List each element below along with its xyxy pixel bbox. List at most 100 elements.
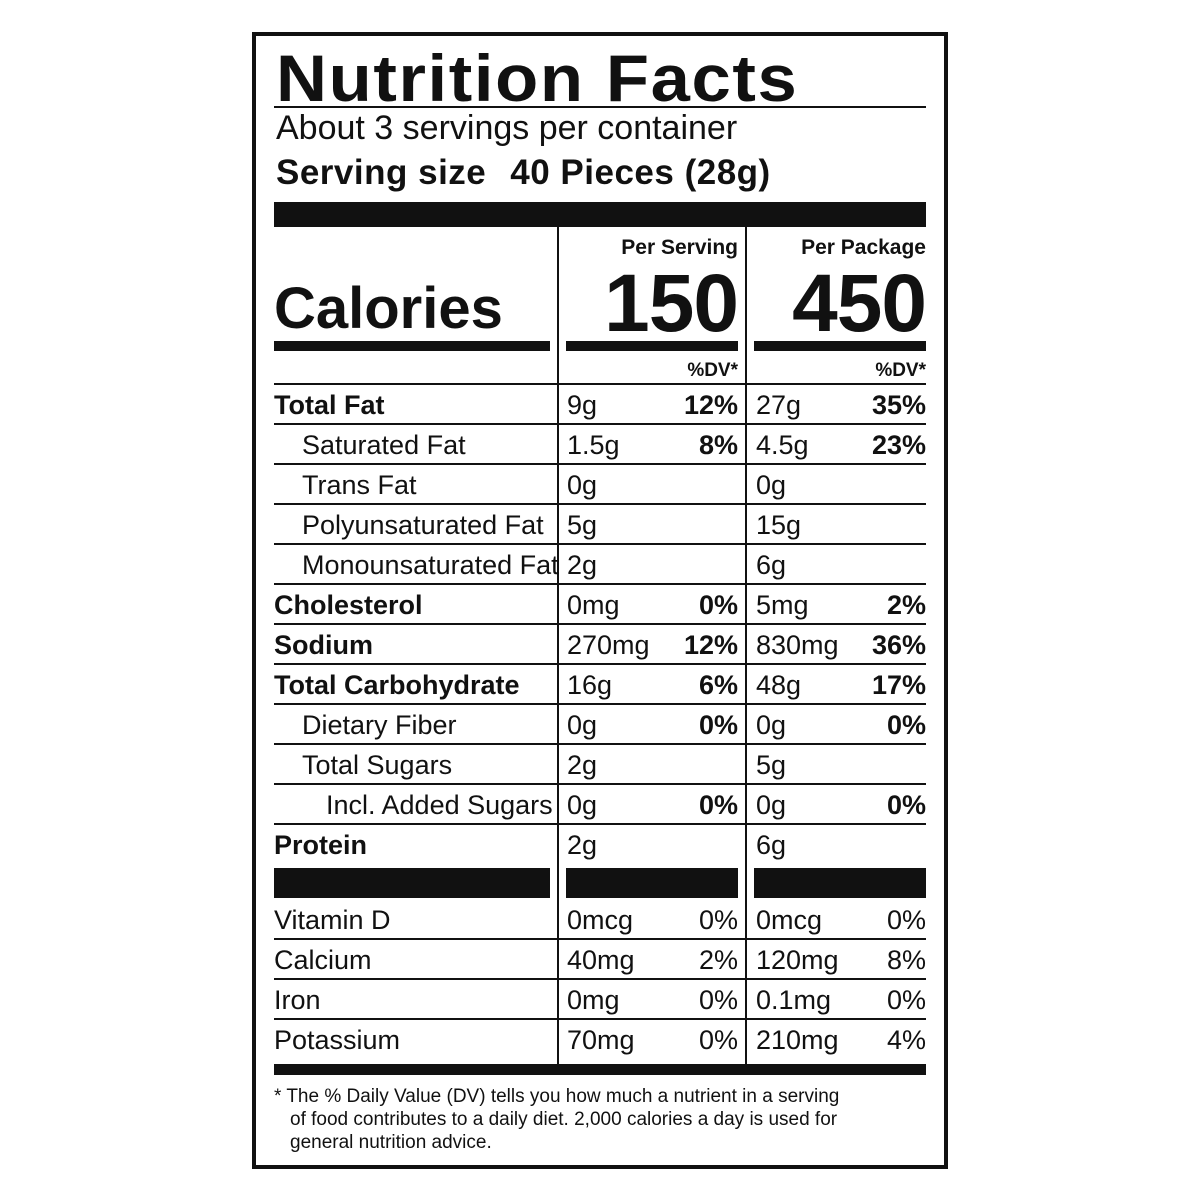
- package-amount: 120mg: [756, 945, 839, 975]
- package-amount: 15g: [756, 510, 802, 540]
- row-divider: [274, 503, 926, 505]
- vitamin-row-potassium: Potassium 70mg 0% 210mg 4%: [256, 1020, 944, 1060]
- package-amount: 0g: [756, 710, 787, 740]
- nutrition-facts-label: Nutrition Facts About 3 servings per con…: [252, 32, 948, 1169]
- package-dv: 0%: [886, 790, 926, 820]
- daily-value-footnote: * The % Daily Value (DV) tells you how m…: [274, 1085, 934, 1154]
- vitamins-bar-name: [274, 868, 550, 898]
- package-dv: [826, 505, 926, 545]
- serving-dv: 0%: [698, 710, 738, 740]
- row-divider: [274, 423, 926, 425]
- row-divider: [274, 783, 926, 785]
- package-dv: [826, 825, 926, 865]
- serving-amount: 2g: [567, 830, 598, 860]
- calories-bar-name: [274, 341, 550, 351]
- serving-amount: 16g: [567, 670, 613, 700]
- vitamin-name: Calcium: [274, 945, 372, 975]
- calories-label: Calories: [274, 276, 503, 341]
- nutrient-row-sodium: Sodium 270mg 12% 830mg 36%: [256, 625, 944, 665]
- nutrient-name: Cholesterol: [274, 590, 423, 620]
- row-divider: [274, 583, 926, 585]
- serving-dv: 0%: [698, 985, 738, 1015]
- package-amount: 4.5g: [756, 430, 809, 460]
- serving-dv: 2%: [698, 945, 738, 975]
- package-amount: 210mg: [756, 1025, 839, 1055]
- serving-amount: 2g: [567, 550, 598, 580]
- nutrient-row-polyunsaturated-fat: Polyunsaturated Fat 5g 15g: [256, 505, 944, 545]
- package-amount: 830mg: [756, 630, 839, 660]
- package-amount: 0mcg: [756, 905, 823, 935]
- row-divider: [274, 938, 926, 940]
- footnote-thick-bar: [274, 1064, 926, 1075]
- serving-size-thick-bar: [274, 202, 926, 227]
- package-amount: 5g: [756, 750, 787, 780]
- serving-dv: [636, 825, 738, 865]
- package-dv: [826, 745, 926, 785]
- row-divider: [274, 543, 926, 545]
- package-dv: 0%: [886, 985, 926, 1015]
- nutrient-row-cholesterol: Cholesterol 0mg 0% 5mg 2%: [256, 585, 944, 625]
- calories-bar-package: [754, 341, 926, 351]
- package-dv: 0%: [886, 710, 926, 740]
- calories-per-serving: 150: [604, 258, 739, 349]
- row-divider: [274, 623, 926, 625]
- serving-amount: 1.5g: [567, 430, 620, 460]
- serving-dv: 6%: [698, 670, 738, 700]
- serving-dv: [636, 545, 738, 585]
- package-amount: 27g: [756, 390, 802, 420]
- serving-amount: 0mg: [567, 985, 620, 1015]
- serving-amount: 270mg: [567, 630, 650, 660]
- dv-header-package: %DV*: [875, 360, 926, 381]
- serving-dv: 12%: [683, 630, 738, 660]
- row-divider: [274, 663, 926, 665]
- nutrient-name: Total Sugars: [302, 750, 453, 780]
- package-amount: 0g: [756, 470, 787, 500]
- package-dv: 23%: [871, 430, 926, 460]
- row-divider: [274, 703, 926, 705]
- nutrient-name: Saturated Fat: [302, 430, 466, 460]
- vitamins-bar-serving: [566, 868, 738, 898]
- servings-per-container: About 3 servings per container: [276, 109, 738, 147]
- package-dv: [826, 545, 926, 585]
- title-divider: [274, 106, 926, 108]
- serving-dv: 0%: [698, 1025, 738, 1055]
- footnote-line-3: general nutrition advice.: [290, 1132, 492, 1153]
- vitamin-row-calcium: Calcium 40mg 2% 120mg 8%: [256, 940, 944, 980]
- serving-amount: 2g: [567, 750, 598, 780]
- nutrient-name: Trans Fat: [302, 470, 417, 500]
- dv-header-serving: %DV*: [687, 360, 738, 381]
- row-divider: [274, 823, 926, 825]
- per-package-header: Per Package: [801, 236, 926, 259]
- nutrient-name: Monounsaturated Fat: [302, 550, 559, 580]
- nutrient-row-trans-fat: Trans Fat 0g 0g: [256, 465, 944, 505]
- package-amount: 0.1mg: [756, 985, 832, 1015]
- nutrient-row-total-fat: Total Fat 9g 12% 27g 35%: [256, 385, 944, 425]
- vitamin-row-iron: Iron 0mg 0% 0.1mg 0%: [256, 980, 944, 1020]
- package-dv: 0%: [886, 905, 926, 935]
- serving-amount: 70mg: [567, 1025, 635, 1055]
- package-amount: 0g: [756, 790, 787, 820]
- vitamin-name: Iron: [274, 985, 321, 1015]
- dv-header-divider: [274, 383, 926, 385]
- row-divider: [274, 978, 926, 980]
- package-dv: [826, 465, 926, 505]
- package-dv: 8%: [886, 945, 926, 975]
- serving-amount: 0g: [567, 710, 598, 740]
- nutrient-row-total-carbohydrate: Total Carbohydrate 16g 6% 48g 17%: [256, 665, 944, 705]
- row-divider: [274, 463, 926, 465]
- calories-bar-serving: [566, 341, 738, 351]
- package-dv: 35%: [871, 390, 926, 420]
- serving-size: Serving size 40 Pieces (28g): [276, 153, 771, 193]
- package-amount: 48g: [756, 670, 802, 700]
- nutrient-name: Total Fat: [274, 390, 385, 420]
- vitamin-name: Potassium: [274, 1025, 401, 1055]
- nutrient-row-monounsaturated-fat: Monounsaturated Fat 2g 6g: [256, 545, 944, 585]
- nutrient-row-saturated-fat: Saturated Fat 1.5g 8% 4.5g 23%: [256, 425, 944, 465]
- serving-dv: [636, 745, 738, 785]
- vitamin-name: Vitamin D: [274, 905, 391, 935]
- package-dv: 36%: [871, 630, 926, 660]
- nutrient-name: Protein: [274, 830, 368, 860]
- package-amount: 6g: [756, 550, 787, 580]
- serving-amount: 0g: [567, 470, 598, 500]
- row-divider: [274, 1018, 926, 1020]
